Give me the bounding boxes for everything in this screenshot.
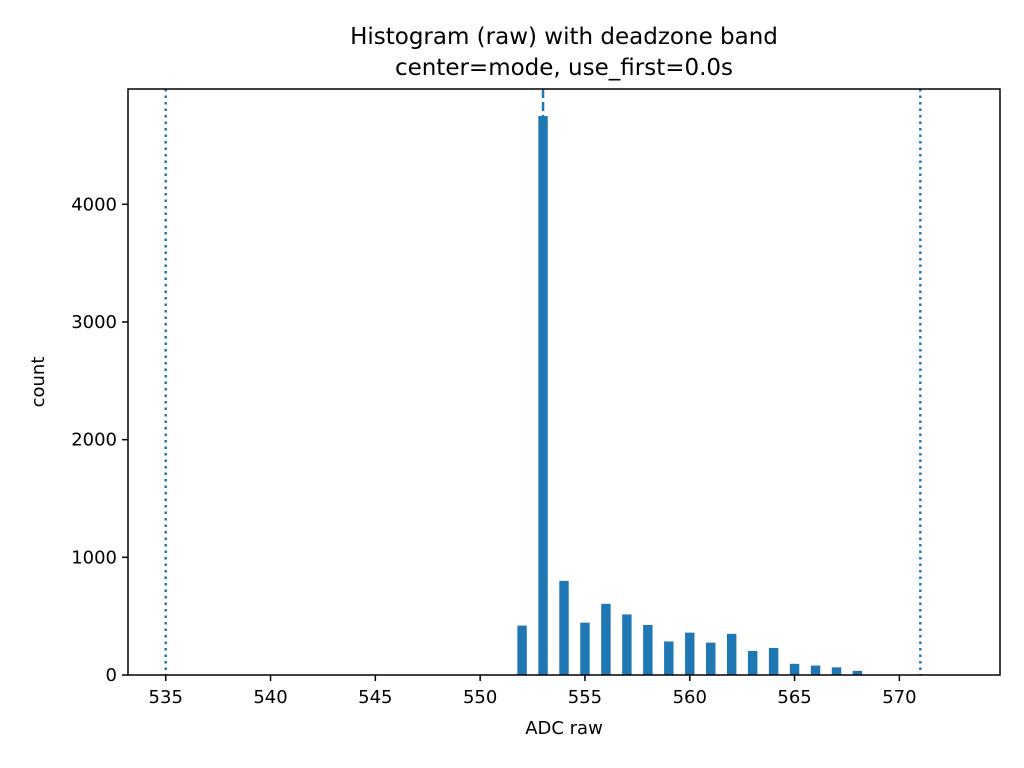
- histogram-bar: [706, 642, 716, 675]
- chart-title: Histogram (raw) with deadzone band: [350, 24, 778, 50]
- histogram-bar: [726, 633, 737, 675]
- histogram-bar: [810, 665, 821, 675]
- y-tick-label: 1000: [71, 547, 117, 568]
- x-axis: 535 540 545 550 555 560 565 570: [149, 675, 917, 708]
- histogram-bar: [517, 625, 527, 675]
- x-tick-label: 565: [777, 687, 811, 708]
- histogram-bar: [643, 624, 653, 675]
- histogram-bar: [789, 663, 800, 675]
- y-axis-label: count: [28, 357, 49, 408]
- y-axis: 0 1000 2000 3000 4000: [71, 194, 128, 686]
- histogram-bar: [580, 622, 590, 675]
- x-tick-label: 535: [149, 687, 183, 708]
- axes-frame: [127, 88, 1001, 676]
- x-tick-label: 555: [568, 687, 602, 708]
- histogram-bar: [664, 641, 674, 675]
- chart-subtitle: center=mode, use_first=0.0s: [395, 55, 733, 81]
- histogram-bar: [601, 603, 611, 675]
- x-tick-label: 545: [358, 687, 392, 708]
- histogram-bar: [831, 667, 842, 675]
- histogram-bar: [768, 647, 779, 675]
- y-tick-label: 2000: [71, 430, 117, 451]
- histogram-bar: [685, 632, 695, 675]
- histogram-bar: [622, 614, 632, 675]
- y-tick-label: 4000: [71, 194, 117, 215]
- histogram-bar: [852, 670, 863, 675]
- histogram-bar: [559, 580, 569, 675]
- histogram-bar: [747, 650, 758, 675]
- x-tick-label: 550: [463, 687, 497, 708]
- y-tick-label: 0: [106, 665, 117, 686]
- x-tick-label: 540: [253, 687, 287, 708]
- y-tick-label: 3000: [71, 312, 117, 333]
- x-tick-label: 560: [673, 687, 707, 708]
- plot-area: [164, 89, 922, 675]
- x-tick-label: 570: [882, 687, 916, 708]
- x-axis-label: ADC raw: [525, 718, 603, 739]
